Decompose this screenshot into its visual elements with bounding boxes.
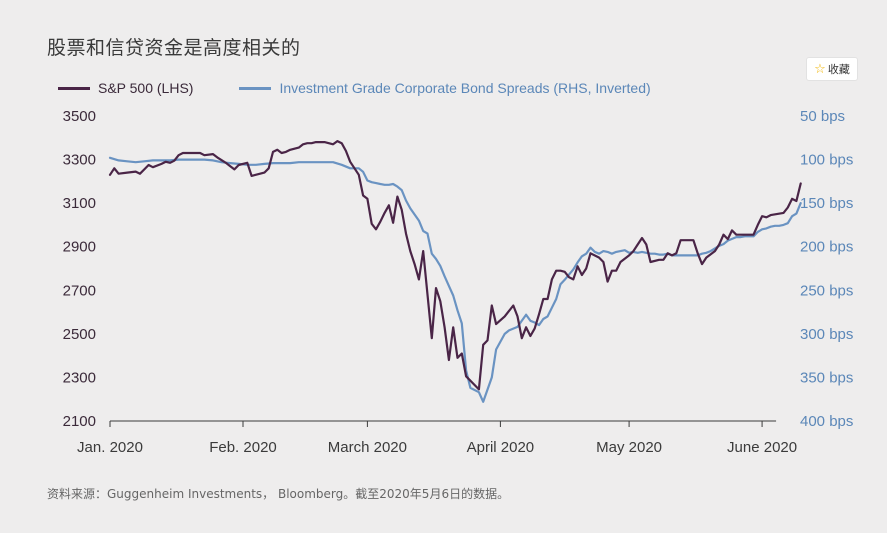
left-tick-label-6: 2300: [63, 369, 96, 386]
legend-item-sp500: S&P 500 (LHS): [58, 80, 193, 96]
right-tick-label-3: 200 bps: [800, 239, 853, 256]
right-tick-label-6: 350 bps: [800, 369, 853, 386]
left-tick-label-7: 2100: [63, 413, 96, 430]
x-tick-label-3: April 2020: [467, 439, 535, 456]
left-tick-label-4: 2700: [63, 282, 96, 299]
chart-legend: S&P 500 (LHS) Investment Grade Corporate…: [58, 80, 697, 96]
x-tick-label-5: June 2020: [727, 439, 797, 456]
sp500-line: [108, 140, 802, 391]
right-tick-label-0: 50 bps: [800, 108, 845, 125]
chart-title: 股票和信贷资金是高度相关的: [47, 37, 301, 59]
right-tick-label-2: 150 bps: [800, 195, 853, 212]
x-tick-label-4: May 2020: [596, 439, 662, 456]
legend-swatch-spreads: [239, 86, 272, 90]
left-tick-label-3: 2900: [63, 239, 96, 256]
source-note: 资料来源：Guggenheim Investments， Bloomberg。截…: [47, 487, 510, 501]
chart-lines: [108, 140, 802, 403]
spreads-line: [108, 156, 802, 403]
x-tick-label-0: Jan. 2020: [77, 439, 143, 456]
x-tick-label-1: Feb. 2020: [209, 439, 277, 456]
left-axis: 3500 3300 3100 2900 2700 2500 2300 2100: [63, 108, 96, 430]
legend-swatch-sp500: [58, 86, 90, 90]
left-tick-label-2: 3100: [63, 195, 96, 212]
left-tick-label-1: 3300: [63, 152, 96, 169]
star-icon: ☆: [814, 61, 826, 77]
left-tick-label-5: 2500: [63, 326, 96, 343]
right-tick-label-1: 100 bps: [800, 152, 853, 169]
x-tick-label-2: March 2020: [328, 439, 407, 456]
right-tick-label-4: 250 bps: [800, 282, 853, 299]
left-tick-label-0: 3500: [63, 108, 96, 125]
right-tick-label-5: 300 bps: [800, 326, 853, 343]
legend-label-spreads: Investment Grade Corporate Bond Spreads …: [279, 80, 651, 96]
legend-label-sp500: S&P 500 (LHS): [98, 80, 194, 96]
favorite-button[interactable]: ☆ 收藏: [806, 57, 858, 81]
legend-item-spreads: Investment Grade Corporate Bond Spreads …: [239, 80, 651, 96]
favorite-label: 收藏: [827, 63, 850, 76]
x-axis: Jan. 2020 Feb. 2020 March 2020 April 2020 Ma…: [77, 420, 797, 456]
right-axis: 50 bps 100 bps 150 bps 200 bps 250 bps 300 bp…: [800, 108, 853, 430]
right-tick-label-7: 400 bps: [800, 413, 853, 430]
